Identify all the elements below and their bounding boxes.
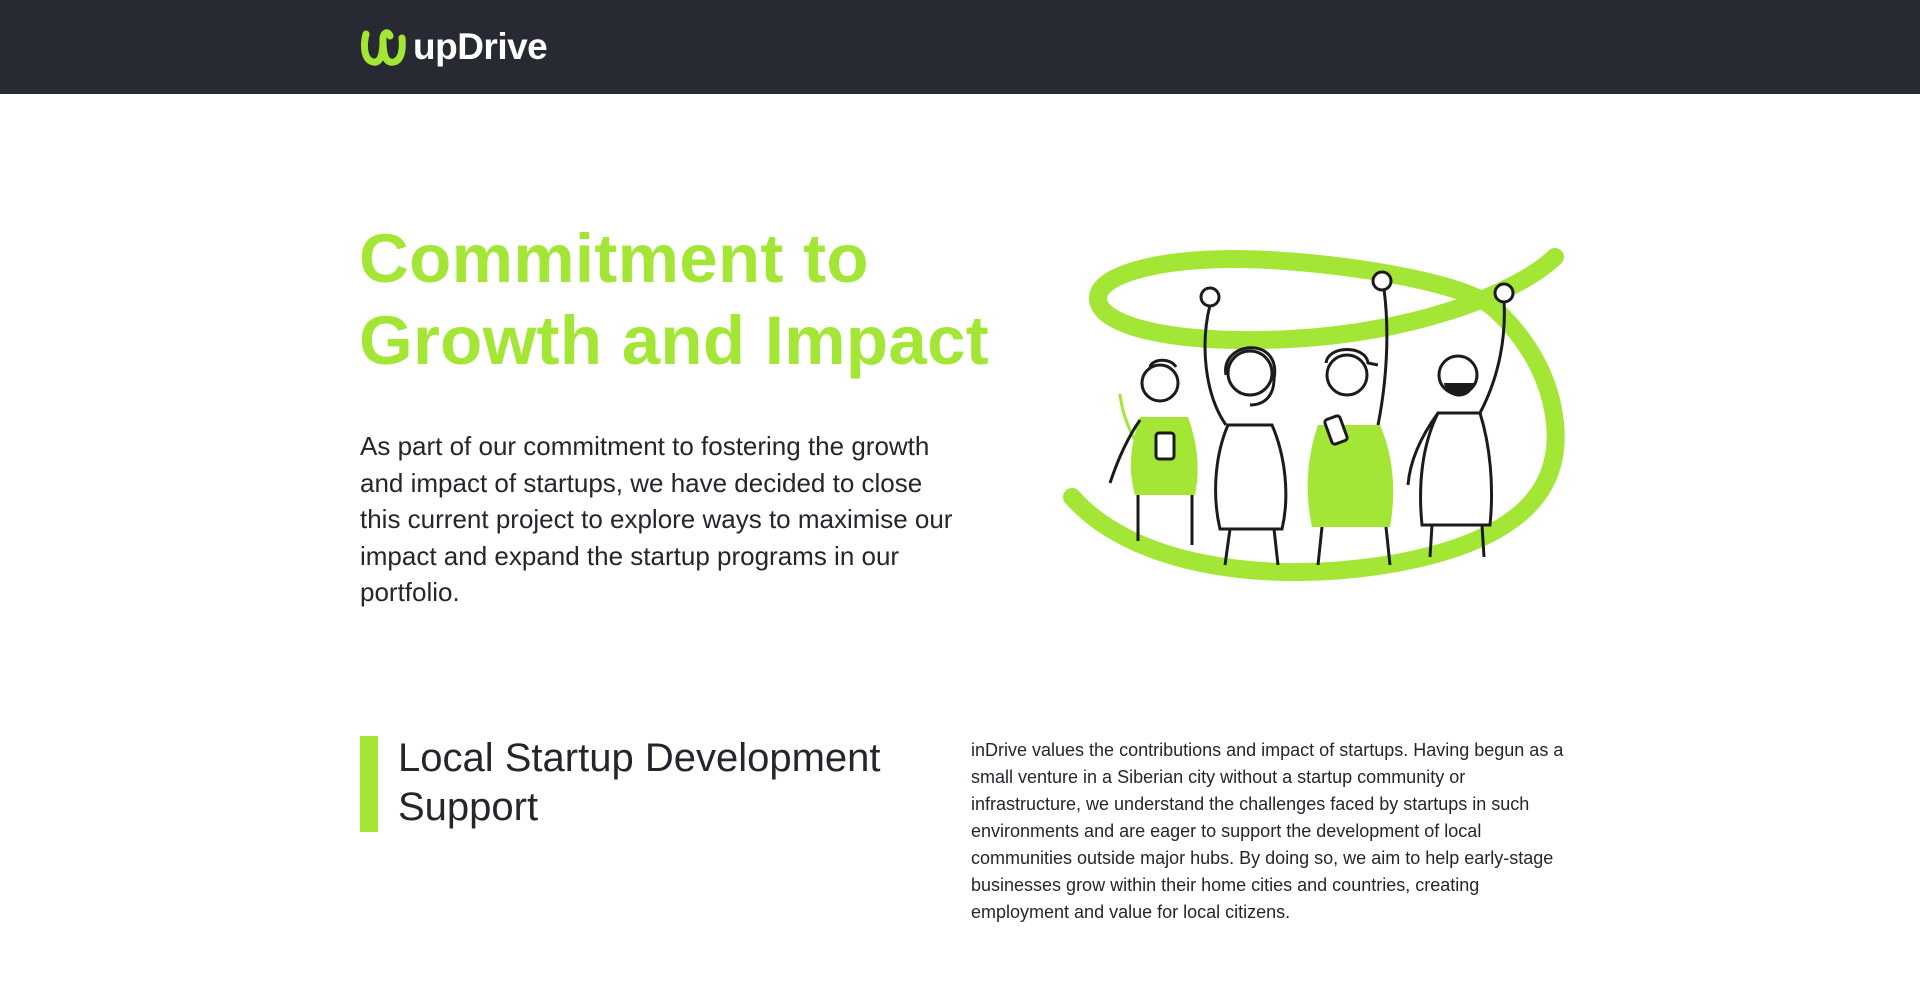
people-figures [1108, 270, 1515, 566]
updrive-logo-icon [361, 29, 406, 66]
section-description: inDrive values the contributions and imp… [971, 740, 1564, 922]
hero-title: Commitment to Growth and Impact [359, 220, 989, 379]
section-accent-bar [360, 736, 378, 832]
top-navigation-bar: upDrive [0, 0, 1920, 94]
logo-text: upDrive [413, 26, 548, 67]
celebrating-people-illustration [1063, 248, 1565, 582]
updrive-logo-link[interactable]: upDrive [360, 24, 548, 70]
section-title: Local Startup Development Support [398, 736, 881, 829]
hero-description: As part of our commitment to fostering t… [360, 431, 953, 607]
